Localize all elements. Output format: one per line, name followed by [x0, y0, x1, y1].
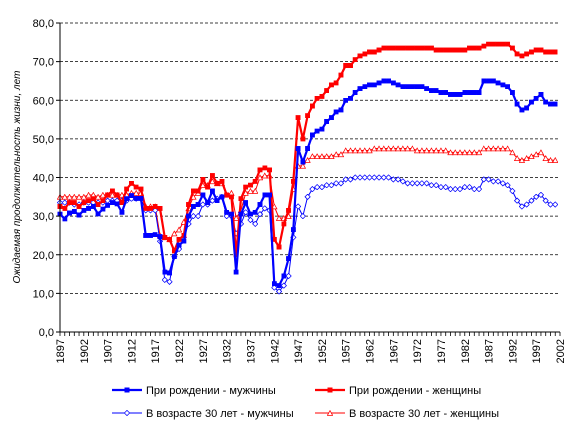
legend-label: В возрасте 30 лет - женщины — [349, 408, 499, 420]
y-tick-label: 30,0 — [33, 211, 54, 223]
y-tick-label: 10,0 — [33, 288, 54, 300]
x-tick-labels: 1897 1902 1907 1912 1917 1922 1927 1932 1937 1942… — [55, 332, 567, 363]
x-tick-label: 1942 — [269, 339, 281, 363]
x-tick-label: 1912 — [126, 339, 138, 363]
x-tick-label: 1972 — [412, 339, 424, 363]
x-tick-label: 1967 — [388, 339, 400, 363]
y-tick-labels: 0,0 10,0 20,0 30,0 40,0 50,0 60,0 70,0 80,0 — [33, 18, 60, 339]
legend-label: При рождении - мужчины — [146, 385, 276, 397]
x-tick-label: 1937 — [245, 339, 257, 363]
y-tick-label: 40,0 — [33, 173, 54, 185]
legend-label: В возрасте 30 лет - мужчины — [146, 408, 294, 420]
x-tick-label: 1987 — [484, 339, 496, 363]
x-tick-label: 1997 — [531, 339, 543, 363]
legend: При рождении - мужчины При рождении - жен… — [112, 385, 499, 420]
x-tick-label: 1922 — [174, 339, 186, 363]
y-tick-label: 0,0 — [39, 327, 54, 339]
x-tick-label: 1927 — [198, 339, 210, 363]
x-tick-label: 1917 — [150, 339, 162, 363]
series-line — [57, 78, 558, 289]
x-tick-label: 1977 — [436, 339, 448, 363]
legend-label: При рождении - женщины — [349, 385, 481, 397]
y-tick-label: 70,0 — [33, 57, 54, 69]
x-tick-label: 2002 — [555, 339, 567, 363]
x-tick-label: 1957 — [341, 339, 353, 363]
x-tick-label: 1897 — [55, 339, 67, 363]
x-tick-label: 1962 — [365, 339, 377, 363]
x-tick-label: 1947 — [293, 339, 305, 363]
y-tick-label: 20,0 — [33, 250, 54, 262]
x-tick-label: 1907 — [103, 339, 115, 363]
y-tick-label: 80,0 — [33, 18, 54, 30]
y-tick-label: 50,0 — [33, 134, 54, 146]
x-tick-label: 1992 — [507, 339, 519, 363]
x-tick-label: 1902 — [79, 339, 91, 363]
x-tick-label: 1932 — [222, 339, 234, 363]
x-tick-label: 1982 — [460, 339, 472, 363]
series-layer — [57, 41, 558, 291]
y-axis-label: Ожидаемая продолжительность жизни, лет — [12, 71, 23, 284]
y-tick-label: 60,0 — [33, 95, 54, 107]
x-tick-label: 1952 — [317, 339, 329, 363]
